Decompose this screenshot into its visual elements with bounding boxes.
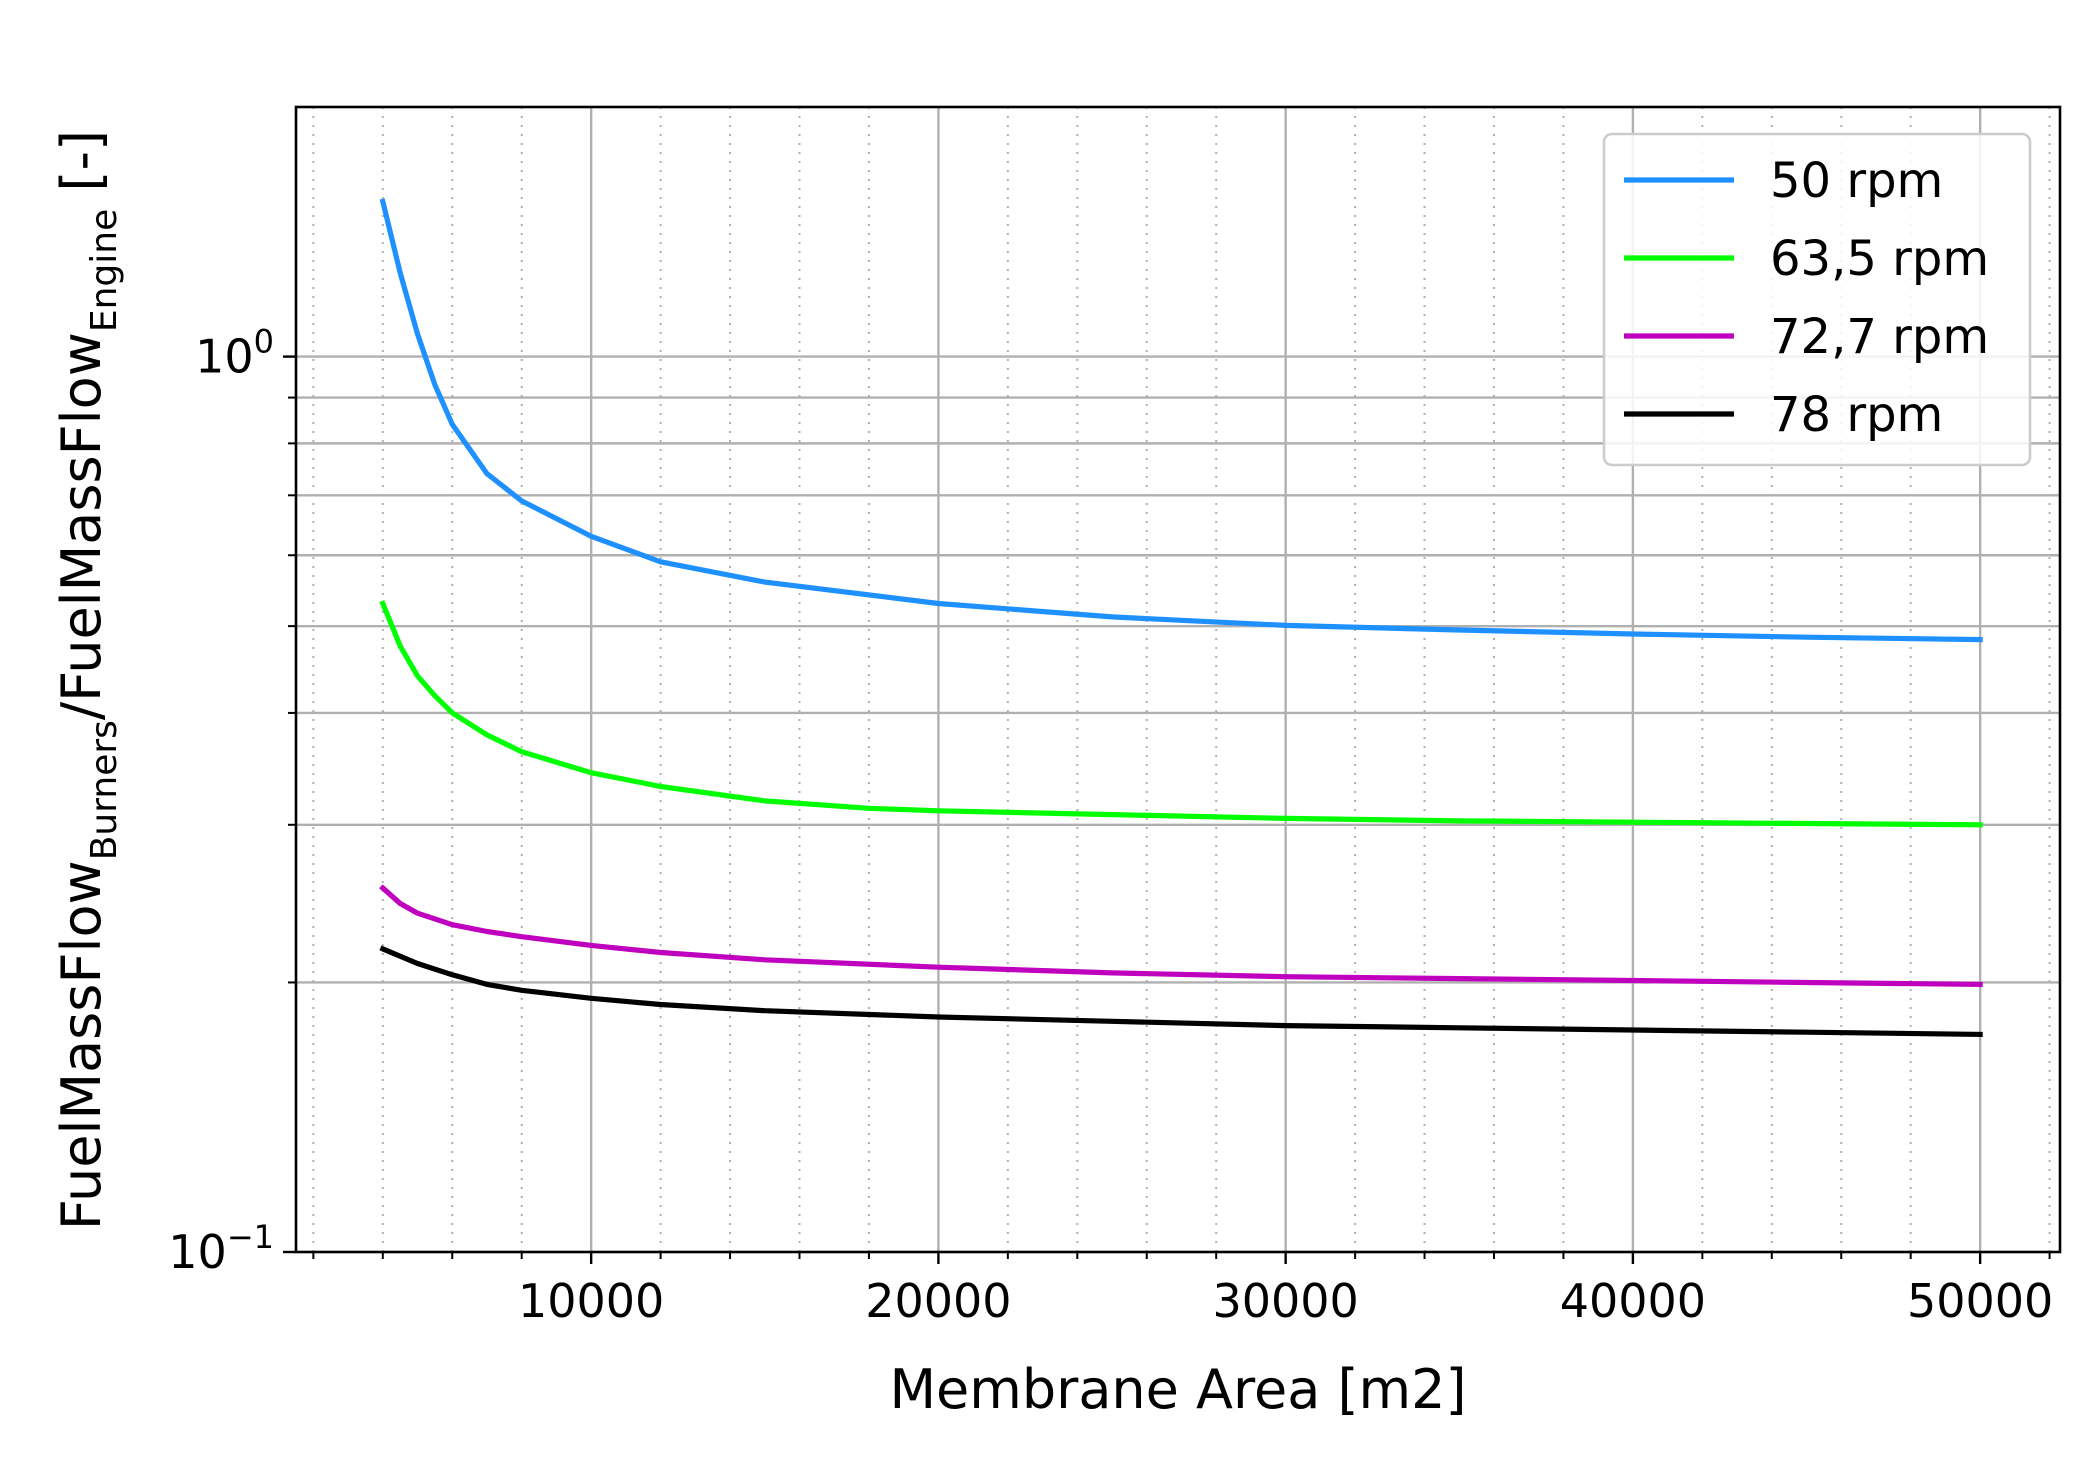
y-axis-label-sub1: Burners xyxy=(84,720,125,860)
y-axis-label: FuelMassFlowBurners/FuelMassFlowEngine [… xyxy=(50,130,125,1230)
series-line-2 xyxy=(379,600,1983,828)
series-line-4 xyxy=(379,945,1983,1038)
y-tick-label: 10−1 xyxy=(168,1218,274,1279)
series-line-3 xyxy=(379,884,1983,988)
y-axis: 100 10−1 xyxy=(168,323,296,1279)
y-axis-label-part2: /FuelMassFlow xyxy=(50,332,113,720)
x-axis-label: Membrane Area [m2] xyxy=(889,1358,1466,1421)
legend-label: 78 rpm xyxy=(1770,387,1943,443)
legend: 50 rpm 63,5 rpm 72,7 rpm 78 rpm xyxy=(1602,132,2032,467)
x-tick-label: 30000 xyxy=(1212,1274,1358,1328)
series-line-1 xyxy=(379,198,1983,643)
x-tick-label: 40000 xyxy=(1560,1274,1706,1328)
y-axis-label-sub2: Engine xyxy=(84,209,125,332)
legend-label: 50 rpm xyxy=(1770,153,1943,209)
legend-label: 72,7 rpm xyxy=(1770,309,1989,365)
x-tick-label: 20000 xyxy=(865,1274,1011,1328)
y-tick-label: 100 xyxy=(195,323,274,384)
x-axis: 10000 20000 30000 40000 50000 xyxy=(312,1252,2053,1328)
legend-label: 63,5 rpm xyxy=(1770,231,1989,287)
legend-box xyxy=(1602,132,2032,467)
x-tick-label: 50000 xyxy=(1907,1274,2053,1328)
y-axis-label-unit: [-] xyxy=(50,130,113,209)
plot-lines xyxy=(379,198,1983,1038)
y-axis-label-part1: FuelMassFlow xyxy=(50,860,113,1230)
x-tick-label: 10000 xyxy=(518,1274,664,1328)
plot-frame xyxy=(294,105,2062,1254)
